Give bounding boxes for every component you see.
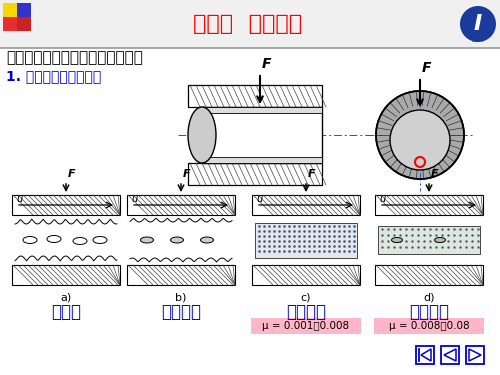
Ellipse shape — [170, 237, 183, 243]
Ellipse shape — [392, 237, 402, 243]
Ellipse shape — [200, 237, 213, 243]
Bar — [466, 346, 484, 364]
Text: 液体摩擦: 液体摩擦 — [286, 303, 326, 321]
Text: SiPi: SiPi — [472, 37, 484, 43]
Text: 混合摩擦: 混合摩擦 — [409, 303, 449, 321]
Text: F: F — [308, 169, 316, 179]
Bar — [12, 195, 120, 215]
Text: u: u — [16, 194, 22, 204]
Text: u: u — [131, 194, 137, 204]
Text: u: u — [379, 194, 385, 204]
Ellipse shape — [73, 237, 87, 244]
Ellipse shape — [47, 236, 61, 243]
Text: 干摩擦: 干摩擦 — [51, 303, 81, 321]
Text: I: I — [474, 14, 482, 34]
Text: F: F — [422, 61, 432, 75]
Bar — [127, 195, 235, 215]
Ellipse shape — [140, 237, 153, 243]
Text: a): a) — [60, 293, 72, 303]
FancyBboxPatch shape — [374, 318, 484, 334]
Bar — [3, 3, 17, 17]
Bar — [441, 346, 459, 364]
Ellipse shape — [434, 237, 446, 243]
Text: b): b) — [176, 293, 186, 303]
Bar — [375, 265, 483, 285]
Text: 一、滑动轴承的类型、特点及应用: 一、滑动轴承的类型、特点及应用 — [6, 51, 143, 66]
Bar — [17, 17, 31, 31]
Text: F: F — [431, 169, 438, 179]
Bar — [127, 265, 235, 285]
Bar — [252, 195, 360, 215]
Text: 1. 滑动轴承的摩擦状态: 1. 滑动轴承的摩擦状态 — [6, 69, 101, 83]
Text: F: F — [68, 169, 76, 179]
Bar — [202, 107, 322, 113]
Bar — [255, 222, 357, 258]
Ellipse shape — [188, 107, 216, 163]
Bar — [375, 195, 483, 215]
Bar — [202, 157, 322, 163]
Bar — [188, 85, 322, 107]
Bar — [252, 265, 360, 285]
Ellipse shape — [23, 237, 37, 243]
Bar — [12, 265, 120, 285]
Bar — [188, 163, 322, 185]
Text: F: F — [183, 169, 190, 179]
Text: μ = 0.008～0.08: μ = 0.008～0.08 — [388, 321, 469, 331]
Bar — [3, 17, 17, 31]
Bar — [17, 3, 31, 17]
Text: F: F — [262, 57, 272, 71]
Text: 边界摩擦: 边界摩擦 — [161, 303, 201, 321]
Text: μ = 0.001～0.008: μ = 0.001～0.008 — [262, 321, 350, 331]
Text: u: u — [256, 194, 262, 204]
Circle shape — [460, 6, 496, 42]
Text: 第一节  滑动轴承: 第一节 滑动轴承 — [194, 14, 302, 34]
FancyBboxPatch shape — [251, 318, 361, 334]
Circle shape — [376, 91, 464, 179]
Bar — [202, 107, 322, 163]
Ellipse shape — [93, 237, 107, 243]
Text: c): c) — [301, 293, 311, 303]
Text: d): d) — [423, 293, 435, 303]
Bar — [416, 346, 434, 364]
Bar — [0, 0, 500, 48]
Circle shape — [390, 110, 450, 170]
Bar — [378, 226, 480, 254]
